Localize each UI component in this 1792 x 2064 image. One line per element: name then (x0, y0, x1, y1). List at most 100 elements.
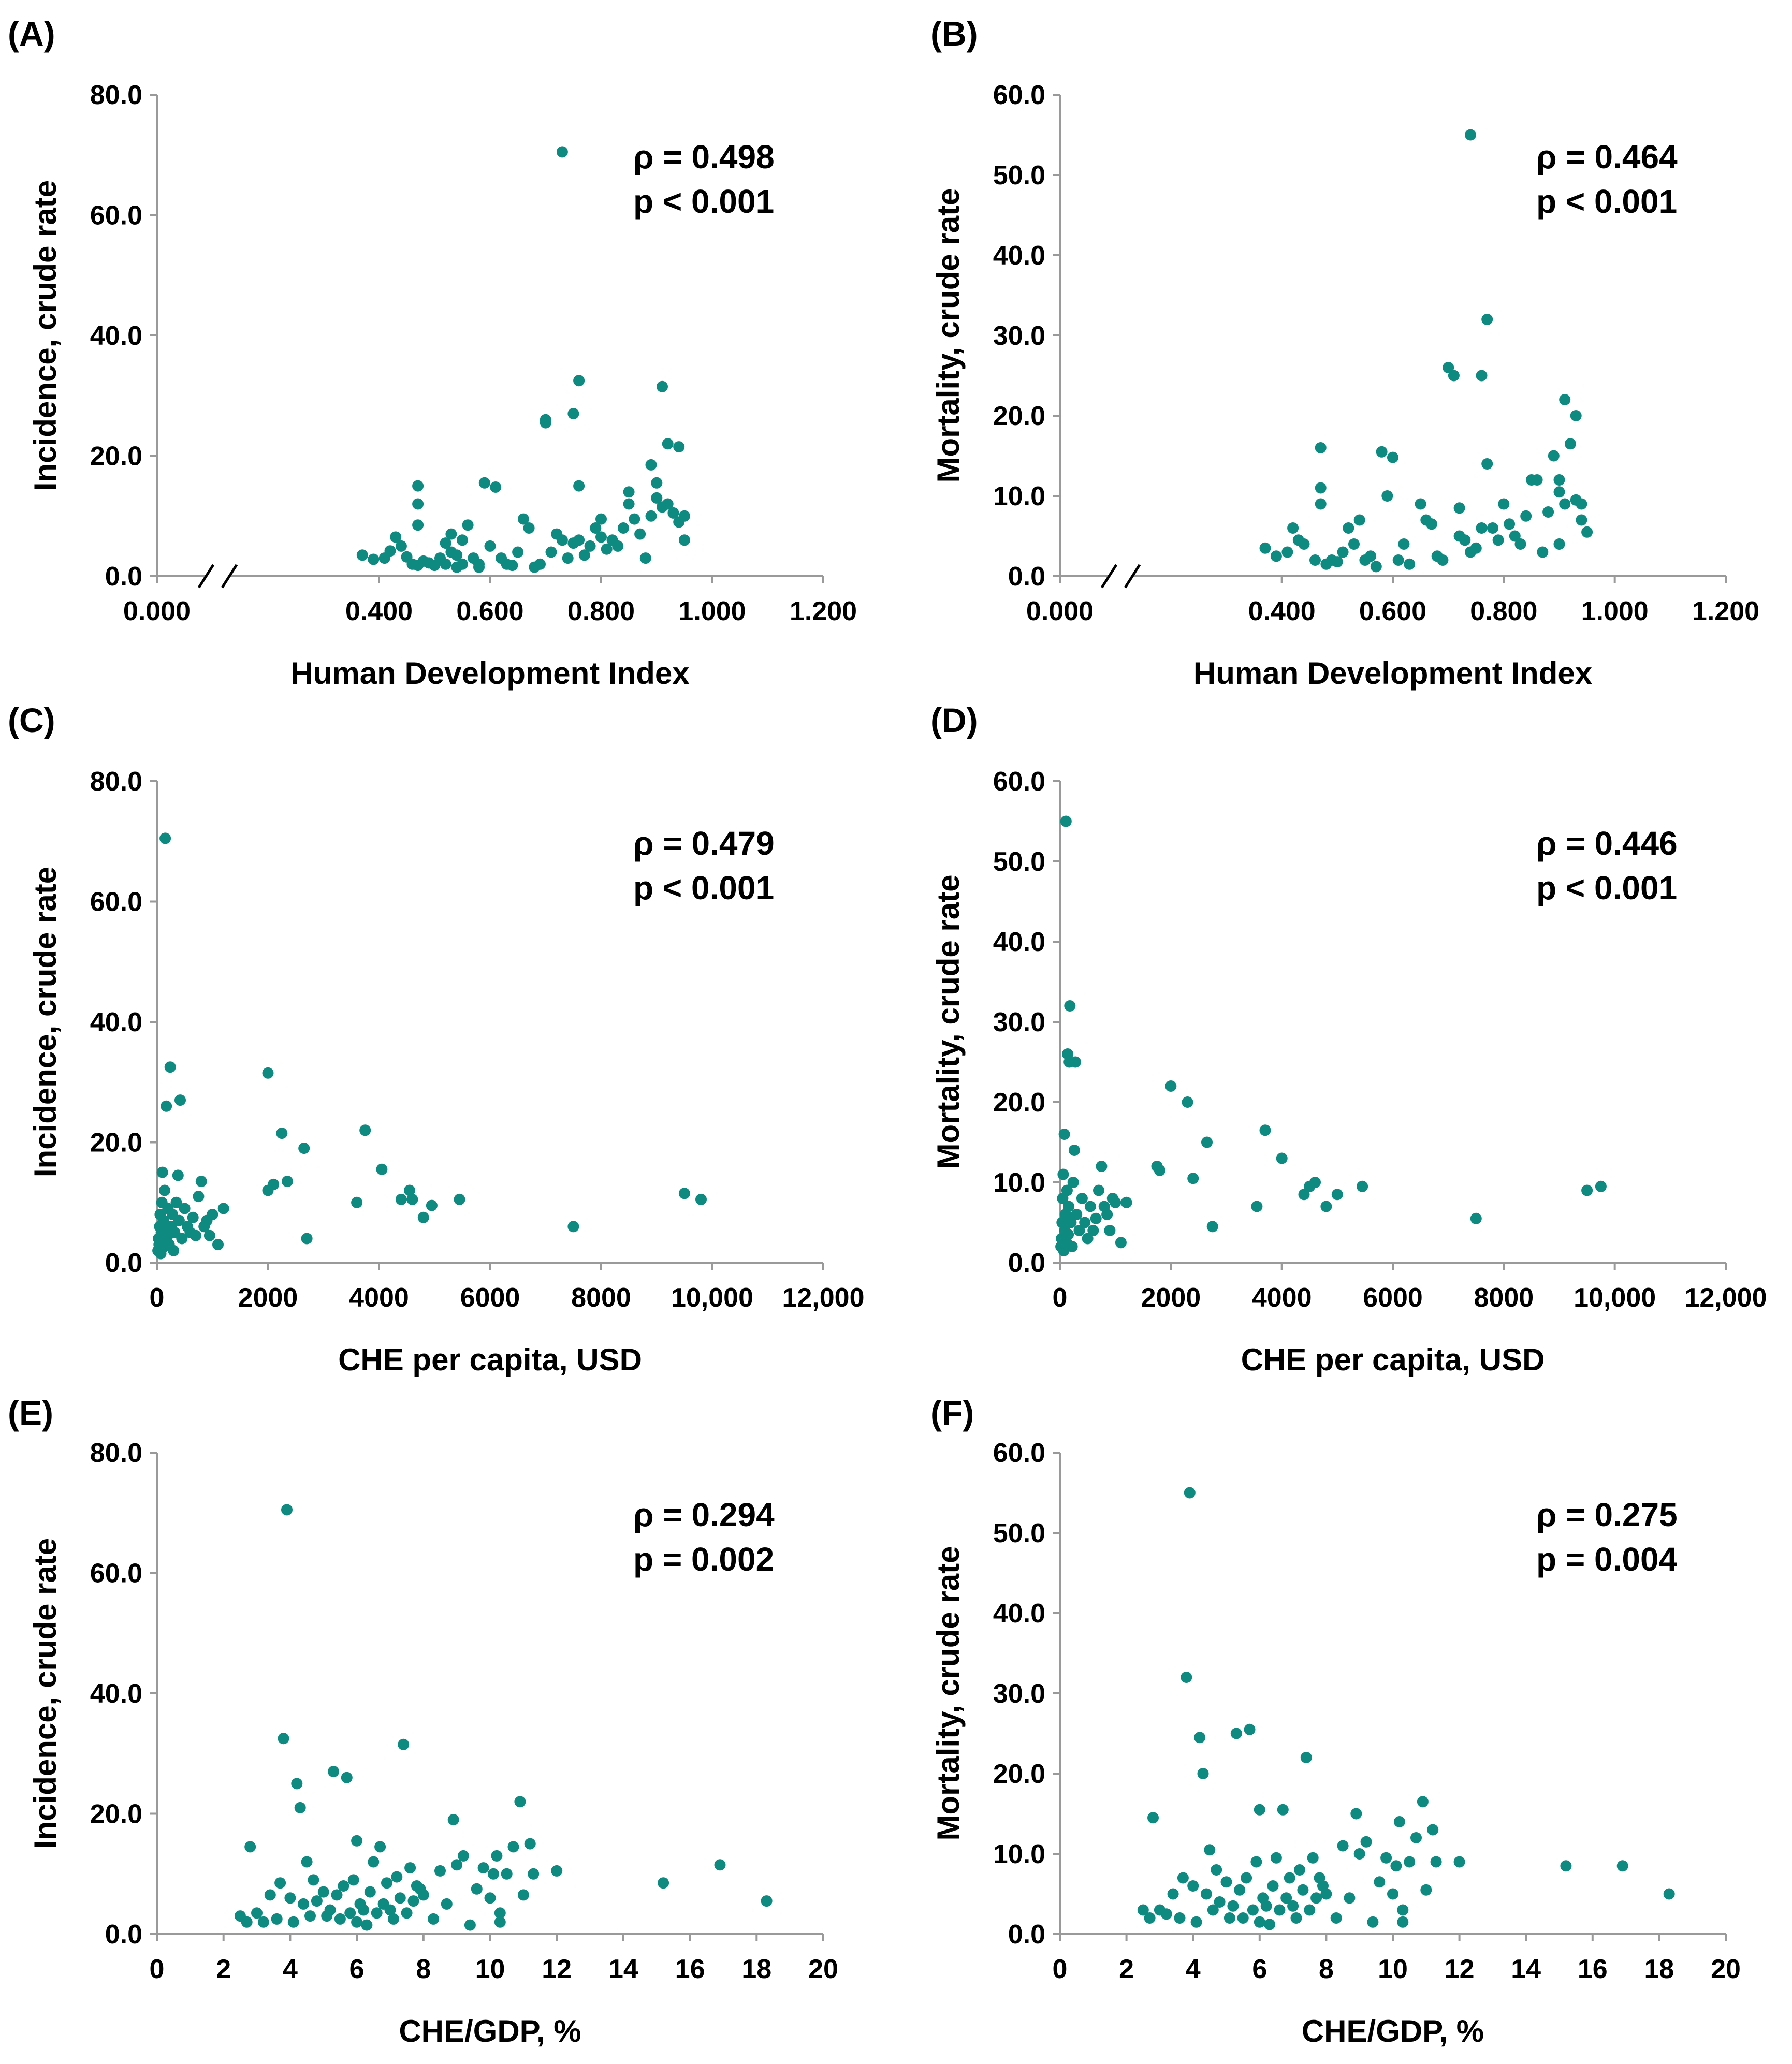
panel-a-y-tick-label: 80.0 (90, 80, 142, 110)
panel-b-data-point (1542, 506, 1554, 518)
panel-e-data-point (551, 1865, 563, 1877)
panel-d-data-point (1096, 1161, 1108, 1172)
panel-b-data-point (1398, 538, 1410, 550)
panel-b-data-point (1514, 538, 1526, 550)
panel-c-data-point (406, 1193, 418, 1205)
panel-f-data-point (1270, 1852, 1282, 1864)
panel-f-x-tick-label: 10 (1378, 1954, 1408, 1984)
panel-e-data-point (358, 1904, 369, 1916)
panel-f-data-point (1420, 1884, 1432, 1896)
panel-f-data-point (1616, 1860, 1628, 1872)
panel-d-data-point (1068, 1145, 1080, 1156)
panel-f-data-point (1211, 1864, 1222, 1876)
panel-b-data-point (1343, 522, 1354, 534)
panel-c-data-point (217, 1203, 229, 1214)
panel-c-data-point (207, 1209, 218, 1220)
panel-f-data-point (1350, 1808, 1362, 1820)
panel-e-data-point (347, 1874, 359, 1886)
panel-e-y-tick-label: 40.0 (90, 1679, 142, 1709)
panel-f-data-point (1160, 1908, 1172, 1920)
panel-f-data-point (1214, 1896, 1226, 1908)
panel-d-data-point (1058, 1129, 1070, 1140)
panel-b-y-tick-label: 0.0 (1008, 562, 1045, 592)
panel-d-x-axis-title: CHE per capita, USD (1241, 1342, 1545, 1377)
panel-e-data-point (391, 1871, 403, 1883)
panel-a-data-point (601, 543, 613, 555)
panel-f-data-point (1244, 1723, 1256, 1735)
panel-d-data-point (1259, 1124, 1271, 1136)
panel-f-data-point (1287, 1900, 1299, 1912)
panel-e-x-tick-label: 18 (741, 1954, 771, 1984)
panel-a-data-point (412, 519, 424, 531)
panel-b-x-axis-title: Human Development Index (1193, 656, 1592, 691)
panel-e-data-point (331, 1889, 343, 1901)
panel-f-data-point (1397, 1904, 1409, 1916)
panel-b-data-point (1570, 410, 1582, 421)
panel-e-x-tick-label: 8 (416, 1954, 431, 1984)
panel-f-data-point (1280, 1892, 1292, 1904)
panel-d-x-tick-label: 12,000 (1684, 1283, 1767, 1313)
panel-d-data-point (1087, 1225, 1099, 1236)
panel-d-x-tick-label: 2000 (1141, 1283, 1201, 1313)
panel-e-x-tick-label: 16 (675, 1954, 705, 1984)
panel-c-data-point (376, 1163, 388, 1175)
panel-f-data-point (1417, 1796, 1429, 1808)
panel-d-y-tick-label: 60.0 (993, 767, 1045, 797)
panel-a-x-tick-label: 0.600 (456, 596, 523, 626)
panel-a-x-tick-label: 1.200 (790, 596, 857, 626)
panel-c-data-point (301, 1233, 313, 1245)
panel-a-x-tick-label: 0.400 (345, 596, 413, 626)
panel-d-x-tick-label: 6000 (1363, 1283, 1423, 1313)
panel-c-data-point (157, 1214, 169, 1226)
panel-f-x-tick-label: 16 (1578, 1954, 1608, 1984)
panel-c-data-point (176, 1233, 188, 1245)
panel-b-data-point (1315, 442, 1327, 453)
panel-f-data-point (1194, 1732, 1206, 1744)
panel-a-y-tick-label: 20.0 (90, 442, 142, 472)
panel-d-x-tick-label: 8000 (1474, 1283, 1534, 1313)
panel-a-data-point (390, 531, 402, 543)
panel-b-y-tick-label: 30.0 (993, 321, 1045, 351)
panel-e-data-point (264, 1889, 276, 1901)
panel-d-data-point (1079, 1217, 1091, 1228)
panel-c-data-point (193, 1191, 205, 1203)
panel-d-data-point (1104, 1225, 1116, 1236)
panel-c-data-point (454, 1193, 465, 1205)
panel-f-data-point (1184, 1487, 1196, 1499)
panel-f-y-tick-label: 60.0 (993, 1438, 1045, 1468)
panel-f-data-point (1187, 1880, 1199, 1892)
panel-f-data-point (1167, 1888, 1179, 1900)
panel-f-data-point (1307, 1852, 1319, 1864)
panel-b-axis-break-mark-2 (1124, 564, 1141, 589)
panel-e-data-point (244, 1841, 256, 1853)
panel-e-data-point (271, 1913, 283, 1925)
panel-f-x-tick-label: 0 (1053, 1954, 1068, 1984)
panel-a-data-point (573, 534, 585, 546)
panel-a-data-point (639, 552, 651, 564)
panel-e-y-tick-label: 20.0 (90, 1799, 142, 1829)
panel-a-data-point (595, 531, 607, 543)
panel-b-data-point (1559, 394, 1571, 405)
panel-a-axis-break-mark-2 (221, 564, 238, 589)
panel-f-x-tick-label: 2 (1119, 1954, 1134, 1984)
panel-b-data-point (1481, 314, 1493, 325)
panel-b-data-point (1376, 446, 1388, 458)
panel-d-data-point (1110, 1196, 1121, 1208)
panel-f-data-point (1304, 1904, 1316, 1916)
panel-b-data-point (1553, 474, 1565, 486)
panel-f-data-point (1374, 1876, 1386, 1888)
panel-f-data-point (1410, 1832, 1422, 1843)
panel-e-data-point (507, 1841, 519, 1853)
panel-a-data-point (662, 498, 674, 510)
panel-c-p-value: p < 0.001 (633, 869, 774, 906)
panel-e-data-point (528, 1868, 540, 1880)
panel-d-y-tick-label: 40.0 (993, 927, 1045, 957)
panel-e-data-point (324, 1904, 336, 1916)
panel-e-data-point (761, 1895, 773, 1907)
panel-e-data-point (407, 1895, 419, 1907)
panel-c-data-point (404, 1184, 415, 1196)
panel-e-data-point (477, 1862, 489, 1874)
panel-c-y-tick-label: 60.0 (90, 887, 142, 917)
panel-b-data-point (1259, 542, 1271, 554)
panel-d-data-point (1071, 1209, 1083, 1220)
